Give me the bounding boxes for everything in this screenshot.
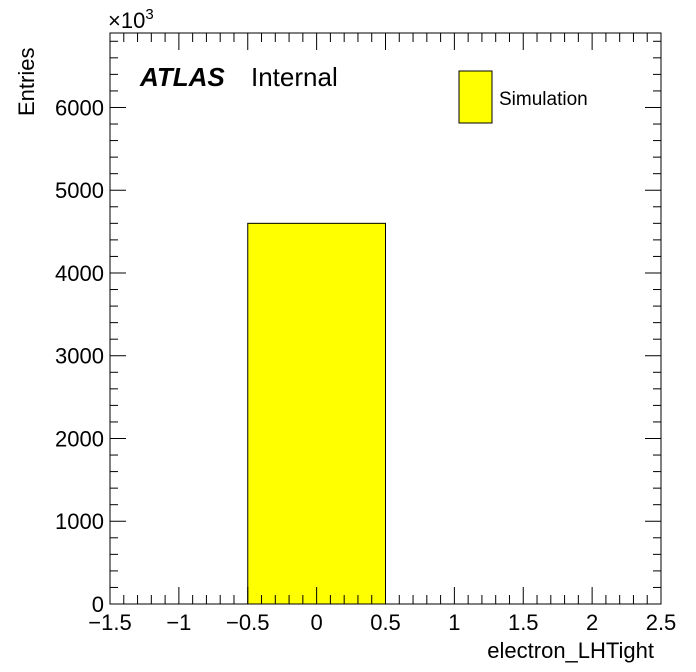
bars-layer: [247, 222, 386, 605]
x-tick-label: −1.5: [88, 610, 131, 635]
legend-swatch: [458, 70, 493, 124]
legend: Simulation: [458, 70, 588, 124]
x-tick-label: −1: [166, 610, 191, 635]
atlas-label: ATLAS: [139, 62, 225, 92]
x-tick-label: −0.5: [226, 610, 269, 635]
y-tick-label: 2000: [55, 426, 104, 451]
x-tick-label: 2: [586, 610, 598, 635]
y-axis-title: Entries: [14, 48, 39, 116]
x-tick-label: 1: [448, 610, 460, 635]
y-tick-labels: 0 1000 2000 3000 4000 5000 6000: [55, 95, 104, 617]
ticks-layer: [109, 33, 662, 605]
plot-frame: [109, 32, 662, 605]
y-tick-label: 5000: [55, 178, 104, 203]
internal-label: Internal: [251, 62, 338, 92]
x-tick-label: 0: [311, 610, 323, 635]
y-tick-label: 3000: [55, 344, 104, 369]
x-tick-labels: −1.5 −1 −0.5 0 0.5 1 1.5 2 2.5: [88, 610, 676, 635]
y-tick-label: 1000: [55, 509, 104, 534]
legend-label: Simulation: [499, 89, 588, 110]
x-tick-label: 1.5: [508, 610, 539, 635]
bar-0-0: [247, 222, 386, 605]
x-axis-title: electron_LHTight: [487, 638, 654, 663]
y-tick-label: 4000: [55, 261, 104, 286]
x-tick-label: 0.5: [370, 610, 401, 635]
x-tick-label: 2.5: [646, 610, 677, 635]
y-tick-label: 6000: [55, 95, 104, 120]
y-multiplier-label: ×103: [108, 6, 154, 33]
y-tick-label: 0: [92, 592, 104, 617]
